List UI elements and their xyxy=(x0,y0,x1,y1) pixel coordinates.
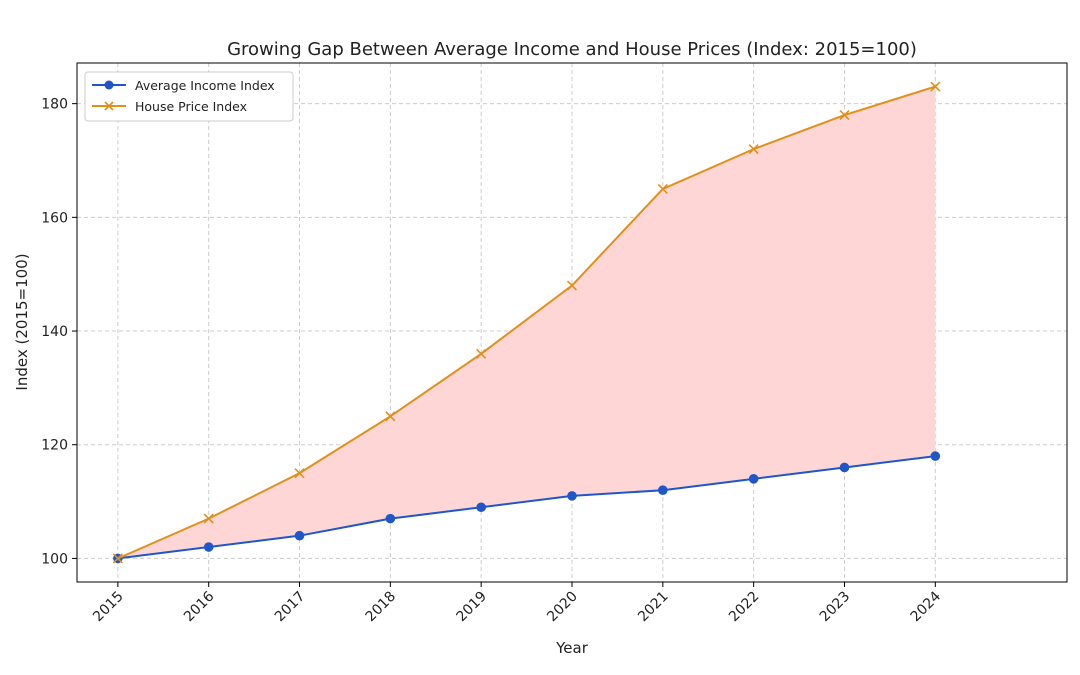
legend-marker-house xyxy=(104,101,114,111)
series-average-income xyxy=(113,451,941,564)
data-point xyxy=(294,468,305,479)
y-tick-label: 120 xyxy=(41,438,68,454)
x-tick-label: 2022 xyxy=(726,589,763,626)
data-point xyxy=(839,109,850,121)
y-tick-label: 180 xyxy=(41,97,68,113)
x-tick-label: 2023 xyxy=(817,589,854,626)
data-point xyxy=(839,462,850,473)
data-point xyxy=(658,485,668,495)
legend-label-house: House Price Index xyxy=(135,99,247,114)
series-line xyxy=(117,455,936,560)
data-point xyxy=(294,530,305,541)
x-tick-label: 2024 xyxy=(908,588,945,625)
data-point xyxy=(566,280,578,291)
y-tick-label: 140 xyxy=(41,324,68,340)
legend-marker-income xyxy=(104,80,114,90)
x-tick-label: 2015 xyxy=(90,589,127,626)
chart-title: Growing Gap Between Average Income and H… xyxy=(227,39,917,60)
data-point xyxy=(385,513,396,524)
data-point xyxy=(203,513,214,524)
series-line xyxy=(117,85,936,560)
x-tick-label: 2021 xyxy=(635,589,672,626)
data-point xyxy=(748,144,759,155)
y-tick-label: 100 xyxy=(41,551,68,567)
data-point xyxy=(657,183,668,194)
x-tick-label: 2018 xyxy=(363,589,400,626)
gap-fill-area xyxy=(117,86,936,559)
x-tick-label: 2019 xyxy=(453,589,490,626)
data-point xyxy=(567,491,577,501)
data-point xyxy=(930,81,941,92)
data-point xyxy=(203,542,214,552)
data-point xyxy=(748,474,759,484)
data-point xyxy=(476,348,487,359)
legend-label-income: Average Income Index xyxy=(135,78,275,93)
x-tick-label: 2017 xyxy=(272,589,309,626)
x-tick-label: 2020 xyxy=(544,589,581,626)
y-axis-label: Index (2015=100) xyxy=(13,253,31,390)
legend: Average Income Index House Price Index xyxy=(84,71,294,122)
data-point xyxy=(930,451,941,461)
data-point xyxy=(385,411,396,422)
x-axis-label: Year xyxy=(555,639,589,657)
data-point xyxy=(476,502,486,513)
x-tick-label: 2016 xyxy=(181,588,218,625)
legend-box xyxy=(84,71,294,122)
data-point xyxy=(112,553,123,564)
series-house-price xyxy=(112,81,941,564)
y-tick-label: 160 xyxy=(41,210,68,226)
